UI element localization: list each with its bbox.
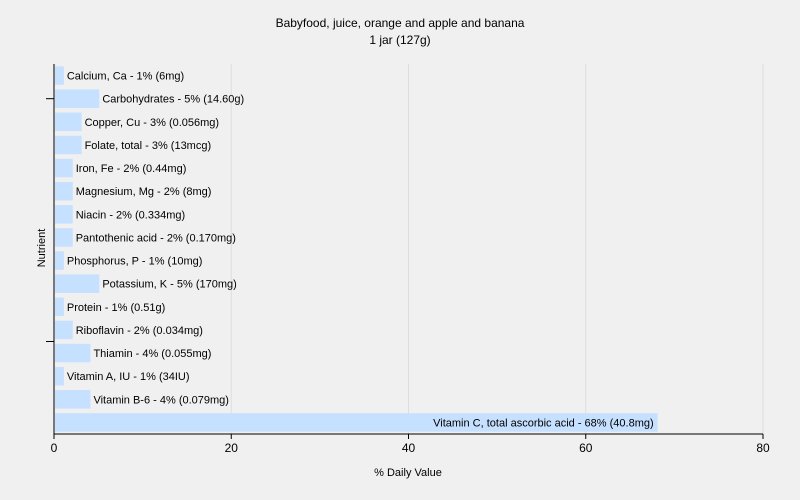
bar xyxy=(55,297,64,317)
bar xyxy=(55,343,91,363)
bar xyxy=(55,89,100,108)
bar-label: Folate, total - 3% (13mcg) xyxy=(85,140,212,152)
bars: Calcium, Ca - 1% (6mg) Carbohydrates - 5%… xyxy=(55,66,658,432)
bar-label: Pantothenic acid - 2% (0.170mg) xyxy=(76,232,236,244)
bar xyxy=(55,320,73,340)
y-axis-label: Nutrient xyxy=(36,229,48,268)
bar-label: Protein - 1% (0.51g) xyxy=(67,302,165,314)
chart-subtitle: 1 jar (127g) xyxy=(369,33,430,47)
gridlines xyxy=(230,64,764,434)
bar-label: Vitamin B-6 - 4% (0.079mg) xyxy=(93,394,229,406)
bar xyxy=(55,228,73,247)
x-axis-label: % Daily Value xyxy=(374,467,442,479)
bar xyxy=(55,158,73,178)
bar xyxy=(55,251,64,270)
bar xyxy=(55,390,91,409)
bar-label: Vitamin C, total ascorbic acid - 68% (40… xyxy=(433,417,654,429)
bar xyxy=(55,181,73,201)
bar xyxy=(55,66,64,85)
x-tick-label: 0 xyxy=(51,441,58,455)
bar-label: Vitamin A, IU - 1% (34IU) xyxy=(67,371,190,383)
bar-label: Iron, Fe - 2% (0.44mg) xyxy=(76,163,187,175)
bar xyxy=(55,205,73,224)
bar xyxy=(55,274,100,293)
bar xyxy=(55,413,658,432)
bar-label: Copper, Cu - 3% (0.056mg) xyxy=(85,117,220,129)
bar-label: Niacin - 2% (0.334mg) xyxy=(76,209,185,221)
x-tick-label: 20 xyxy=(225,441,239,455)
x-tick-label: 40 xyxy=(402,441,416,455)
bar-label: Thiamin - 4% (0.055mg) xyxy=(93,348,211,360)
bar xyxy=(55,112,82,132)
bar xyxy=(55,366,64,386)
bar-label: Calcium, Ca - 1% (6mg) xyxy=(67,71,184,83)
bar xyxy=(55,135,82,155)
bar-label: Magnesium, Mg - 2% (8mg) xyxy=(76,186,212,198)
bar-label: Riboflavin - 2% (0.034mg) xyxy=(76,325,203,337)
bar-label: Phosphorus, P - 1% (10mg) xyxy=(67,256,203,268)
bar-label: Carbohydrates - 5% (14.60g) xyxy=(102,94,244,106)
chart-title: Babyfood, juice, orange and apple and ba… xyxy=(276,16,525,30)
x-ticks: 0 20 40 60 80 xyxy=(51,434,770,455)
bar-label: Potassium, K - 5% (170mg) xyxy=(102,279,237,291)
x-tick-label: 80 xyxy=(756,441,770,455)
x-tick-label: 60 xyxy=(579,441,593,455)
